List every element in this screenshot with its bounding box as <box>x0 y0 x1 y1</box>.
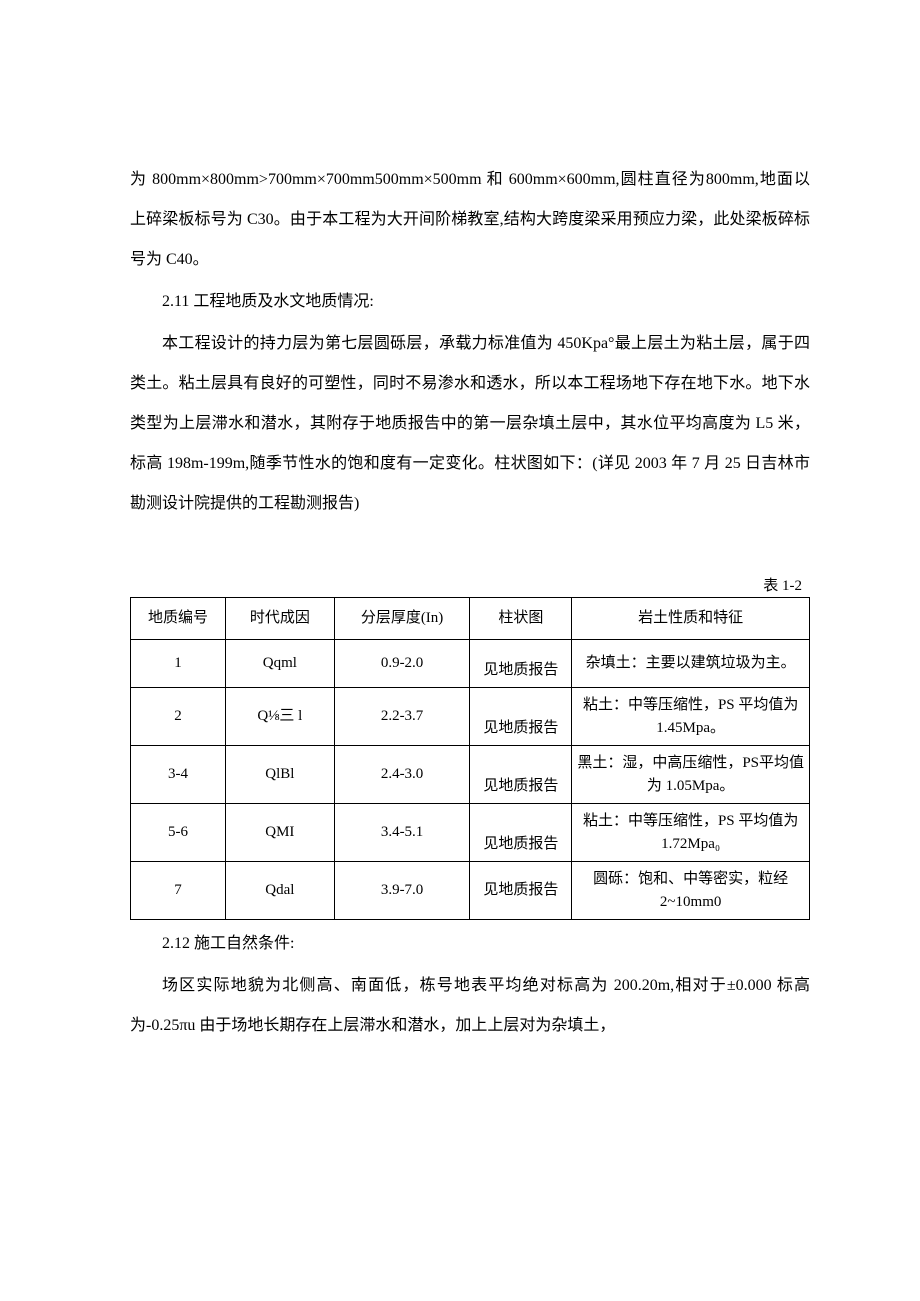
cell-era: Qqml <box>226 640 335 688</box>
cell-id: 7 <box>131 862 226 920</box>
th-id: 地质编号 <box>131 598 226 640</box>
th-desc: 岩土性质和特征 <box>572 598 810 640</box>
cell-desc: 粘土：中等压缩性，PS 平均值为 1.72Mpa₀ <box>572 804 810 862</box>
cell-id: 3-4 <box>131 746 226 804</box>
cell-thickness: 2.4-3.0 <box>334 746 470 804</box>
cell-pillar: 见地质报告 <box>470 804 572 862</box>
section-heading-211: 2.11 工程地质及水文地质情况: <box>130 282 810 322</box>
table-row: 7 Qdal 3.9-7.0 见地质报告 圆砾：饱和、中等密实，粒经 2~10m… <box>131 862 810 920</box>
cell-pillar: 见地质报告 <box>470 640 572 688</box>
cell-era: QlBl <box>226 746 335 804</box>
section-heading-212: 2.12 施工自然条件: <box>130 924 810 964</box>
table-row: 5-6 QMI 3.4-5.1 见地质报告 粘土：中等压缩性，PS 平均值为 1… <box>131 804 810 862</box>
cell-id: 2 <box>131 688 226 746</box>
cell-id: 1 <box>131 640 226 688</box>
th-era: 时代成因 <box>226 598 335 640</box>
body-paragraph-3: 本工程设计的持力层为第七层圆砾层，承载力标准值为 450Kpa°最上层土为粘土层… <box>130 324 810 524</box>
cell-desc: 圆砾：饱和、中等密实，粒经 2~10mm0 <box>572 862 810 920</box>
body-paragraph-5: 场区实际地貌为北侧高、南面低，栋号地表平均绝对标高为 200.20m,相对于±0… <box>130 966 810 1046</box>
table-label: 表 1-2 <box>130 574 810 595</box>
table-row: 3-4 QlBl 2.4-3.0 见地质报告 黑土：湿，中高压缩性，PS平均值为… <box>131 746 810 804</box>
cell-thickness: 2.2-3.7 <box>334 688 470 746</box>
th-thickness: 分层厚度(In) <box>334 598 470 640</box>
cell-desc: 杂填土：主要以建筑垃圾为主。 <box>572 640 810 688</box>
body-paragraph-1: 为 800mm×800mm>700mm×700mm500mm×500mm 和 6… <box>130 160 810 280</box>
table-row: 2 Q⅛三 l 2.2-3.7 见地质报告 粘土：中等压缩性，PS 平均值为 1… <box>131 688 810 746</box>
table-header-row: 地质编号 时代成因 分层厚度(In) 柱状图 岩土性质和特征 <box>131 598 810 640</box>
cell-thickness: 0.9-2.0 <box>334 640 470 688</box>
cell-pillar: 见地质报告 <box>470 746 572 804</box>
cell-pillar: 见地质报告 <box>470 862 572 920</box>
cell-desc: 黑土：湿，中高压缩性，PS平均值为 1.05Mpa。 <box>572 746 810 804</box>
cell-thickness: 3.4-5.1 <box>334 804 470 862</box>
cell-era: Qdal <box>226 862 335 920</box>
cell-era: Q⅛三 l <box>226 688 335 746</box>
cell-desc: 粘土：中等压缩性，PS 平均值为 1.45Mpa。 <box>572 688 810 746</box>
cell-id: 5-6 <box>131 804 226 862</box>
geology-table: 地质编号 时代成因 分层厚度(In) 柱状图 岩土性质和特征 1 Qqml 0.… <box>130 597 810 920</box>
th-pillar: 柱状图 <box>470 598 572 640</box>
cell-era: QMI <box>226 804 335 862</box>
cell-thickness: 3.9-7.0 <box>334 862 470 920</box>
table-row: 1 Qqml 0.9-2.0 见地质报告 杂填土：主要以建筑垃圾为主。 <box>131 640 810 688</box>
cell-pillar: 见地质报告 <box>470 688 572 746</box>
